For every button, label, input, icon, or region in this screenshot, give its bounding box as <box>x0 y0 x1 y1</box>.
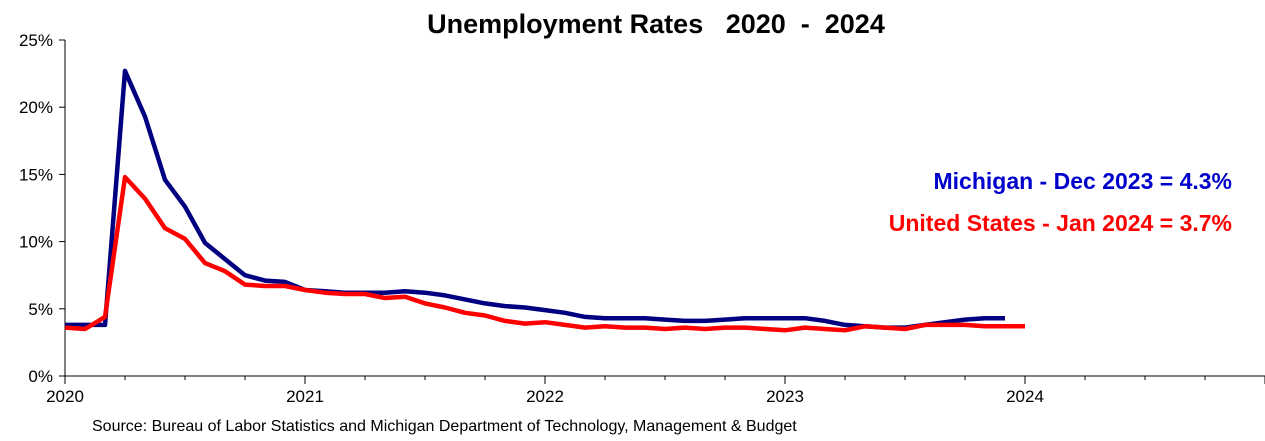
y-axis: 0% 5% 10% 15% 20% 25% <box>19 31 66 386</box>
y-tick-label: 5% <box>28 300 53 319</box>
y-tick-label: 0% <box>28 367 53 386</box>
x-tick-label: 2024 <box>1006 387 1044 406</box>
x-axis: 2020 2021 2022 2023 2024 <box>46 375 1265 406</box>
chart-title: Unemployment Rates 2020 - 2024 <box>427 9 885 39</box>
series-lines <box>64 68 1025 333</box>
michigan-annotation: Michigan - Dec 2023 = 4.3% <box>934 168 1233 194</box>
x-tick-label: 2023 <box>766 387 804 406</box>
michigan-series-line <box>65 68 1005 330</box>
x-tick-label: 2021 <box>286 387 324 406</box>
y-tick-label: 20% <box>19 98 53 117</box>
united-states-series-line <box>64 174 1025 333</box>
x-tick-label: 2020 <box>46 387 84 406</box>
x-tick-label: 2022 <box>526 387 564 406</box>
y-tick-label: 25% <box>19 31 53 50</box>
y-tick-label: 15% <box>19 165 53 184</box>
y-tick-label: 10% <box>19 233 53 252</box>
source-note: Source: Bureau of Labor Statistics and M… <box>92 418 797 435</box>
us-annotation: United States - Jan 2024 = 3.7% <box>889 210 1232 236</box>
